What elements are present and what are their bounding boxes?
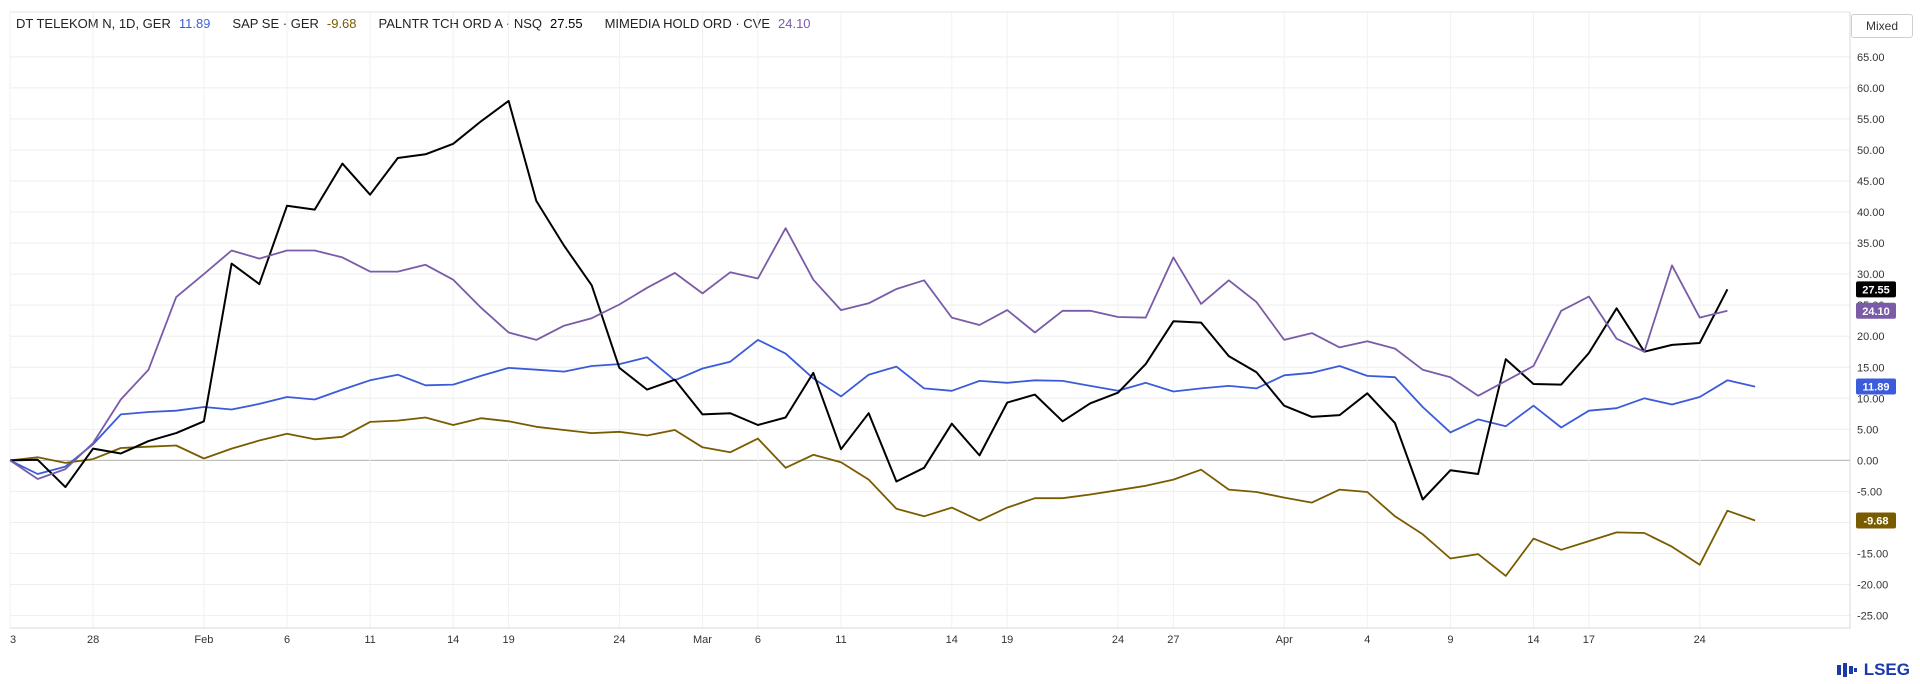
x-tick-label: 3 (10, 634, 16, 646)
last-value-badge: 27.55 (1856, 281, 1896, 298)
y-tick-label: 45.00 (1857, 176, 1885, 188)
series-line-3 (9, 99, 1729, 501)
x-tick-label: 24 (1112, 634, 1124, 646)
x-tick-label: Feb (194, 634, 213, 646)
badge-text: 24.10 (1862, 306, 1890, 318)
legend-name: PALNTR TCH ORD A · NSQ (378, 16, 543, 31)
brand-name: LSEG (1863, 660, 1910, 679)
y-tick-label: -20.00 (1857, 580, 1888, 592)
x-tick-label: 9 (1447, 634, 1453, 646)
y-tick-label: 15.00 (1857, 362, 1885, 374)
axes: 65.0060.0055.0050.0045.0040.0035.0030.00… (10, 12, 1888, 646)
badge-bg (1856, 302, 1896, 319)
legend-item-sap[interactable]: SAP SE · GER -9.68 (232, 16, 356, 31)
badge-bg (1856, 512, 1896, 529)
badge-text: -9.68 (1863, 515, 1888, 527)
x-tick-label: 19 (502, 634, 514, 646)
y-tick-label: 55.00 (1857, 114, 1885, 126)
y-tick-label: 20.00 (1857, 331, 1885, 343)
last-value-badge: 24.10 (1856, 302, 1896, 319)
x-tick-label: 19 (1001, 634, 1013, 646)
plot-frame (9, 11, 1851, 629)
x-tick-label: 11 (835, 634, 846, 646)
legend-name: SAP SE · GER (232, 16, 319, 31)
brand-logo: LSEG (1836, 660, 1910, 680)
legend-value: 11.89 (178, 16, 211, 31)
badge-text: 11.89 (1863, 382, 1890, 394)
badge-text: 27.55 (1862, 284, 1890, 296)
grid (9, 11, 1851, 629)
x-tick-label: 24 (1694, 634, 1706, 646)
y-tick-label: 40.00 (1857, 207, 1885, 219)
x-tick-label: 14 (946, 634, 958, 646)
price-labels: 11.89 -9.68 27.55 24.10 (1856, 281, 1896, 529)
y-tick-label: 65.00 (1857, 52, 1885, 64)
legend-item-palantir[interactable]: PALNTR TCH ORD A · NSQ 27.55 (379, 16, 583, 31)
x-tick-label: Apr (1276, 634, 1293, 646)
badge-bg (1856, 281, 1896, 298)
y-tick-label: 30.00 (1857, 269, 1885, 281)
x-tick-label: 17 (1583, 634, 1595, 646)
x-tick-label: Mar (693, 634, 712, 646)
scale-mode-button[interactable]: Mixed (1851, 14, 1913, 38)
x-tick-label: 24 (613, 634, 625, 646)
lseg-logo-icon (1836, 663, 1857, 677)
last-value-badge: -9.68 (1856, 512, 1896, 529)
y-tick-label: 35.00 (1857, 238, 1885, 250)
x-tick-label: 14 (447, 634, 459, 646)
last-value-badge: 11.89 (1856, 378, 1896, 395)
legend-name: MIMEDIA HOLD ORD · CVE (604, 16, 770, 31)
x-tick-label: 27 (1167, 634, 1179, 646)
badge-bg (1856, 378, 1896, 395)
series-line-1 (9, 338, 1756, 475)
y-tick-label: 60.00 (1857, 83, 1885, 95)
x-tick-label: 28 (87, 634, 99, 646)
chart-legend: DT TELEKOM N, 1D, GER 11.89 SAP SE · GER… (16, 16, 811, 31)
legend-item-mimedia[interactable]: MIMEDIA HOLD ORD · CVE 24.10 (605, 16, 811, 31)
legend-value: -9.68 (326, 16, 357, 31)
series-lines (9, 99, 1756, 577)
x-tick-label: 4 (1364, 634, 1370, 646)
series-line-4 (9, 227, 1728, 480)
x-tick-label: 6 (755, 634, 761, 646)
series-line-2 (9, 416, 1756, 577)
y-tick-label: 0.00 (1857, 455, 1878, 467)
y-tick-label: -15.00 (1857, 549, 1888, 561)
y-tick-label: 50.00 (1857, 145, 1885, 157)
x-tick-label: 6 (284, 634, 290, 646)
x-tick-label: 14 (1527, 634, 1539, 646)
legend-value: 27.55 (550, 16, 583, 31)
x-tick-label: 11 (364, 634, 375, 646)
legend-value: 24.10 (778, 16, 811, 31)
y-tick-label: -5.00 (1857, 486, 1882, 498)
y-tick-label: -25.00 (1857, 611, 1888, 623)
y-tick-label: 5.00 (1857, 424, 1878, 436)
y-tick-label: 10.00 (1857, 393, 1885, 405)
